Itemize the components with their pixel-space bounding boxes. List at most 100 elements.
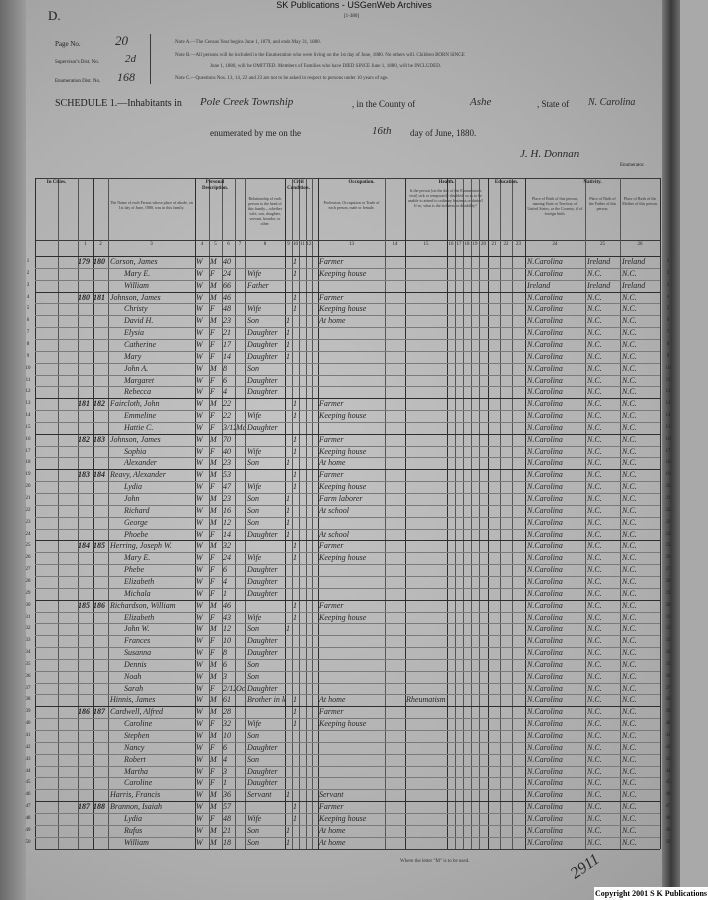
table-row: Richard W M 16 Son 1 At school N.Carolina N.C. N.… [0,505,708,517]
cell-sex: F [210,422,215,432]
cell-mother-birthplace: N.C. [622,411,637,421]
cell-father-birthplace: Ireland [587,257,611,266]
cell-color: W [196,813,203,823]
cell-sex: M [210,802,217,812]
column-number: 4 [200,242,204,247]
line-number-right: 8 [666,341,670,347]
cell-age: 6 [223,659,227,669]
column-divider [455,178,456,849]
column-number: 3 [150,242,153,247]
cell-relationship: Daughter [247,387,278,397]
line-number-right: 15 [665,424,671,430]
cell-single: 1 [286,837,290,847]
column-group-header: In Cities. [46,180,67,185]
column-number: 10 [293,242,298,247]
table-row: 183 184 Reavy, Alexander W M 53 1 Farmer N.Carol… [0,469,708,481]
cell-color: W [196,636,203,646]
cell-father-birthplace: N.C. [587,742,602,752]
cell-birthplace: N.Carolina [527,434,563,444]
cell-color: W [196,517,203,527]
line-number: 33 [25,638,31,644]
column-divider [471,178,472,849]
row-divider [35,493,660,494]
cell-birthplace: N.Carolina [527,731,563,740]
cell-birthplace: N.Carolina [527,837,563,847]
cell-birthplace: N.Carolina [527,304,563,314]
cell-married: 1 [293,411,297,421]
cell-relationship: Daughter [247,576,278,586]
table-row: Phebe W F 6 Daughter N.Carolina N.C. N.C. [0,564,708,576]
line-number: 16 [25,436,31,442]
cell-mother-birthplace: N.C. [622,742,637,752]
cell-father-birthplace: N.C. [587,813,602,823]
cell-occupation: Keeping house [319,411,367,421]
cell-name: Herring, Joseph W. [110,541,172,551]
column-header-father_birth: Place of Birth of the Father of this per… [588,196,617,211]
cell-mother-birthplace: N.C. [622,778,637,788]
cell-sex: F [210,576,215,586]
column-number: 17 [456,242,462,247]
enumerator-label: Enumerator. [620,163,645,168]
cell-relationship: Wife [247,268,262,278]
row-divider [35,279,660,281]
cell-name: Richardson, William [110,600,176,610]
row-divider [35,338,660,340]
cell-relationship: Son [247,363,259,373]
cell-mother-birthplace: N.C. [622,529,637,539]
cell-birthplace: N.Carolina [527,600,563,610]
cell-name: Reavy, Alexander [110,470,166,480]
cell-age: 32 [223,541,231,551]
cell-name: Rebecca [124,387,152,397]
line-number-right: 50 [665,839,671,845]
scan-edge [0,0,26,900]
cell-name: Lydia [124,482,142,492]
table-row: Hinnis, James WM 61 Brother in law 1 At home R… [0,694,708,706]
cell-birthplace: N.Carolina [527,671,563,681]
table-row: Rufus W M 21 Son 1 At home N.Carolina N.C. N.C. [0,825,708,837]
cell-father-birthplace: N.C. [587,482,602,492]
table-row: Frances W F 10 Daughter N.Carolina N.C. N.C. [0,635,708,647]
cell-name: Martha [124,766,148,776]
line-number-right: 18 [665,460,671,466]
row-divider [35,623,660,625]
column-divider [209,178,210,849]
column-divider [78,178,79,849]
cell-married: 1 [293,257,297,266]
row-divider [35,587,660,589]
cell-birthplace: N.Carolina [527,659,563,669]
cell-dwelling: 182 [78,434,90,444]
cell-relationship: Servant [247,790,272,800]
cell-color: W [196,659,203,669]
cell-age: 48 [223,813,231,823]
cell-relationship: Daughter [247,588,278,598]
cell-mother-birthplace: N.C. [622,458,637,468]
line-number: 28 [25,578,31,584]
cell-married: 1 [293,268,297,278]
cell-father-birthplace: N.C. [587,648,602,658]
table-row: Caroline W F 32 Wife 1 Keeping house N.Carolina… [0,718,708,730]
copyright-notice: Copyright 2001 S K Publications [594,887,708,900]
cell-father-birthplace: N.C. [587,624,602,634]
row-divider [35,765,660,767]
cell-occupation: At home [319,825,346,835]
column-divider [299,178,300,849]
cell-father-birthplace: N.C. [587,351,602,361]
cell-birthplace: N.Carolina [527,576,563,586]
cell-color: W [196,292,203,302]
cell-name: Stephen [124,731,150,740]
cell-age: 40 [223,257,231,266]
cell-age: 23 [223,458,231,468]
state-value: N. Carolina [588,97,636,108]
column-number: 8 [263,242,267,247]
table-row: Catherine W F 17 Daughter 1 N.Carolina N.C. N.C. [0,339,708,351]
cell-father-birthplace: N.C. [587,470,602,480]
cell-age: 1 [223,588,227,598]
cell-sex: M [210,825,217,835]
cell-sex: F [210,268,215,278]
cell-mother-birthplace: N.C. [622,790,637,800]
cell-mother-birthplace: N.C. [622,636,637,646]
cell-dwelling: 187 [78,802,90,812]
cell-color: W [196,707,203,717]
line-number-right: 21 [665,496,671,501]
